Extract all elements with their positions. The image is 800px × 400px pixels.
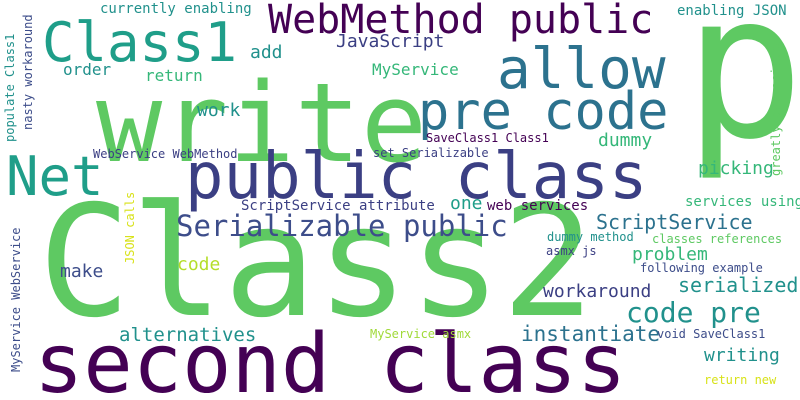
- word-work: work: [197, 100, 241, 121]
- word-myservice-webservice: MyService WebService: [9, 227, 23, 373]
- word-myservice-asmx: MyService asmx: [370, 327, 472, 341]
- word-one: one: [450, 193, 483, 214]
- word-serializable-public: Serializable public: [176, 209, 508, 243]
- word-greatly-appreciated: greatly appreciated: [769, 38, 783, 176]
- word-picking: picking: [698, 158, 774, 179]
- word-order: order: [63, 60, 112, 79]
- word-problem: problem: [632, 244, 708, 265]
- word-code: code: [177, 254, 221, 275]
- word-web-services: web services: [487, 198, 589, 214]
- word-make: make: [60, 261, 104, 282]
- word-workaround: workaround: [543, 281, 652, 302]
- word-enabling-json: enabling JSON: [677, 3, 787, 19]
- word-following-example: following example: [640, 261, 763, 275]
- word-second-class: second class: [34, 317, 627, 400]
- word-scriptservice: ScriptService: [596, 210, 753, 234]
- word-code-pre: code pre: [626, 296, 761, 329]
- word-saveclass1-class1: SaveClass1 Class1: [426, 131, 549, 145]
- word-alternatives: alternatives: [119, 324, 257, 346]
- word-serialized: serialized: [678, 273, 799, 297]
- word-set-serializable: set Serializable: [373, 146, 489, 160]
- word-return: return: [145, 66, 203, 85]
- word-instantiate: instantiate: [521, 322, 661, 346]
- word-currently-enabling: currently enabling: [100, 1, 252, 17]
- word-scriptservice-attribute: ScriptService attribute: [241, 198, 435, 214]
- word-populate-class1: populate Class1: [3, 33, 17, 142]
- word-javascript: JavaScript: [336, 31, 445, 52]
- word-add: add: [250, 42, 283, 63]
- word-write: write: [96, 59, 428, 187]
- word-allow: allow: [497, 37, 666, 102]
- word-json-calls: JSON calls: [123, 191, 137, 264]
- word-class2: Class2: [38, 173, 595, 352]
- word-dummy: dummy: [598, 130, 653, 151]
- word-services-using: services using: [685, 194, 800, 210]
- word-dummy-method: dummy method: [547, 230, 634, 244]
- word-p: p: [684, 0, 800, 184]
- word-class1: Class1: [42, 11, 238, 74]
- word-myservice: MyService: [372, 60, 459, 79]
- word-pre-code: pre code: [418, 82, 669, 142]
- word-net: Net: [6, 145, 104, 208]
- word-writing: writing: [704, 345, 780, 366]
- word-classes-references: classes references: [652, 232, 783, 246]
- word-webmethod-public: WebMethod public: [268, 0, 654, 43]
- word-asmx-js: asmx js: [546, 244, 597, 258]
- word-public-class: public class: [185, 140, 648, 214]
- word-return-new: return new: [704, 373, 777, 387]
- word-nasty-workaround: nasty workaround: [21, 14, 35, 130]
- word-void-saveclass1: void SaveClass1: [657, 327, 766, 341]
- word-webservice-webmethod: WebService WebMethod: [93, 147, 238, 161]
